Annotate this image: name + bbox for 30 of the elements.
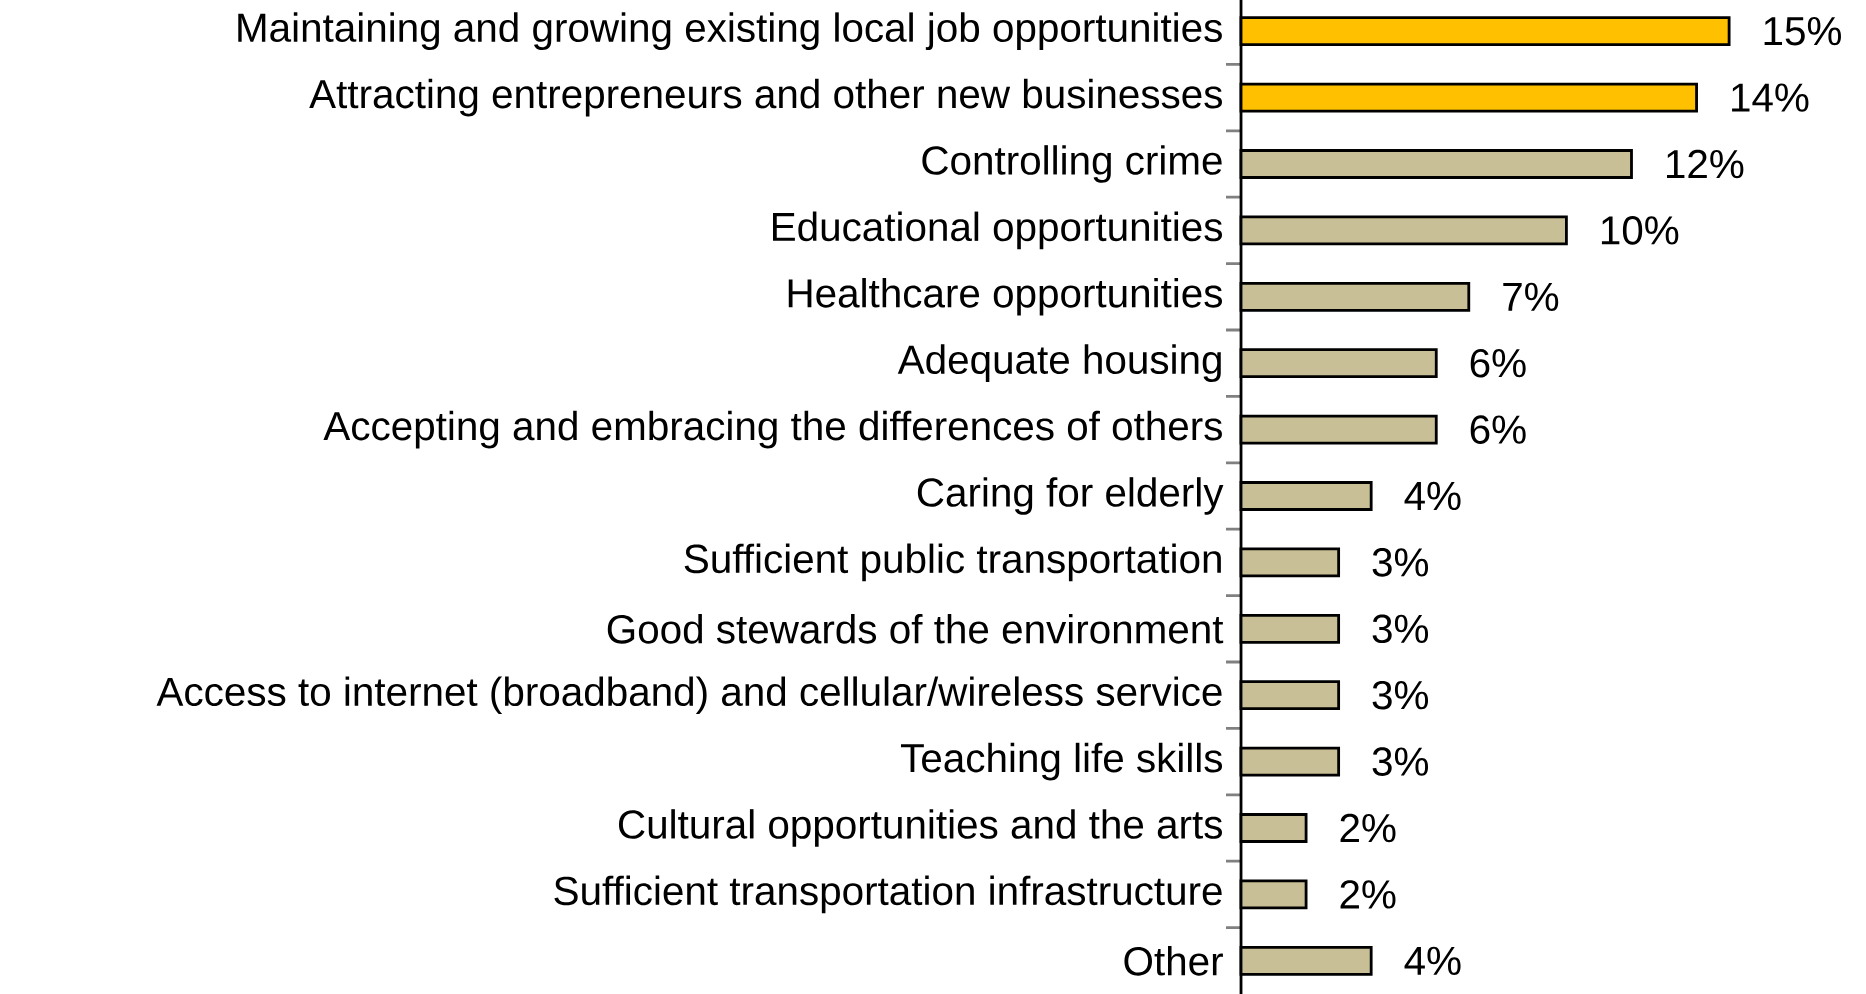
y-tick-label: Other xyxy=(1124,945,1223,976)
y-tick-label: Controlling crime xyxy=(922,145,1222,183)
y-tick-label: Healthcare opportunities xyxy=(788,277,1222,316)
y-tick-label: Cultural opportunities and the arts xyxy=(619,809,1222,847)
y-tick-label: Good stewards of the environment xyxy=(607,613,1224,644)
data-label: 7% xyxy=(1503,282,1559,311)
data-label: 3% xyxy=(1372,680,1429,710)
data-label: 10% xyxy=(1601,216,1679,245)
y-tick-label: Access to internet (broadband) and cellular/wireless service xyxy=(156,676,1222,715)
data-label: 2% xyxy=(1340,880,1396,909)
y-tick-label: Adequate housing xyxy=(897,344,1221,383)
y-tick-label: Maintaining and growing existing local job opportunities xyxy=(238,12,1222,51)
y-tick-label: Accepting and embracing the differences of others xyxy=(323,410,1222,449)
y-tick-label: Sufficient transportation infrastructure xyxy=(554,875,1222,914)
y-tick-label: Attracting entrepreneurs and other new businesses xyxy=(309,78,1222,117)
data-label: 15% xyxy=(1764,16,1841,46)
data-label: 3% xyxy=(1372,747,1429,776)
data-label: 6% xyxy=(1470,348,1526,378)
y-tick-label: Educational opportunities xyxy=(773,211,1222,250)
data-label: 4% xyxy=(1404,946,1461,975)
data-label: 3% xyxy=(1372,548,1429,577)
data-label: 4% xyxy=(1404,481,1461,511)
y-tick-label: Caring for elderly xyxy=(917,477,1224,515)
y-tick-label: Sufficient public transportation xyxy=(684,543,1221,582)
y-tick-label: Teaching life skills xyxy=(900,742,1223,781)
data-label: 12% xyxy=(1666,149,1744,179)
data-label: 2% xyxy=(1340,813,1396,843)
data-label: 6% xyxy=(1470,415,1526,444)
data-label: 3% xyxy=(1372,614,1429,644)
data-label: 14% xyxy=(1732,83,1809,112)
